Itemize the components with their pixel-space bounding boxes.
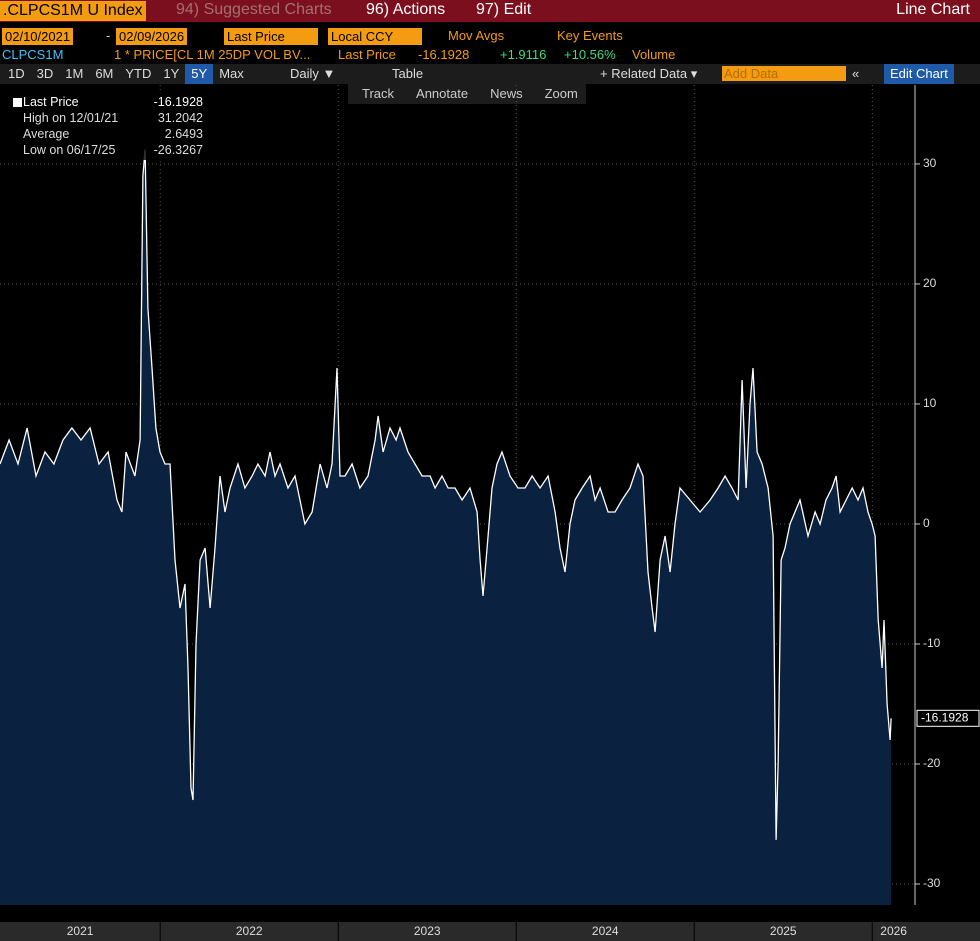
legend-stat-label: Low on 06/17/25 bbox=[23, 143, 116, 157]
tool-button[interactable]: Zoom bbox=[544, 86, 578, 101]
security-name: CLPCS1M bbox=[2, 47, 64, 62]
line bbox=[0, 149, 892, 840]
tool-button[interactable]: Track bbox=[362, 86, 395, 101]
x-tick-label: 2024 bbox=[592, 924, 619, 938]
y-tick-label: -30 bbox=[923, 876, 941, 890]
frequency[interactable]: Daily ▼ bbox=[290, 66, 336, 81]
legend: Last Price -16.1928 High on 12/01/21 31.2… bbox=[5, 92, 207, 160]
period-button[interactable]: 1D bbox=[8, 66, 25, 81]
x-tick-label: 2022 bbox=[236, 924, 263, 938]
legend-series: Last Price bbox=[23, 95, 79, 109]
security-field: Last Price bbox=[338, 47, 396, 62]
security-change: +1.9116 bbox=[500, 47, 547, 62]
y-tick-label: 30 bbox=[923, 156, 937, 170]
edit-menu[interactable]: 97) Edit bbox=[476, 1, 532, 18]
security-expression: 1 * PRICE[CL 1M 25DP VOL BV... bbox=[114, 47, 311, 62]
table-button[interactable]: Table bbox=[392, 66, 424, 81]
period-button[interactable]: 5Y bbox=[185, 64, 214, 84]
x-tick-label: 2021 bbox=[67, 924, 94, 938]
x-tick-label: 2023 bbox=[414, 924, 441, 938]
y-tick-label: 10 bbox=[923, 396, 937, 410]
edit-chart[interactable]: Edit Chart bbox=[884, 64, 954, 84]
y-tick-label: -20 bbox=[923, 756, 941, 770]
field-select[interactable]: Last Price bbox=[224, 28, 318, 45]
title-bar bbox=[0, 0, 980, 22]
y-tick-label: 0 bbox=[923, 516, 930, 530]
period-button[interactable]: 3D bbox=[36, 66, 54, 81]
security-last: -16.1928 bbox=[418, 47, 470, 62]
legend-last-value: -16.1928 bbox=[153, 95, 203, 109]
period-buttons: 1D 3D 1M 6M YTD 1Y 5Y Max bbox=[2, 64, 250, 84]
start-date[interactable]: 02/10/2021 bbox=[2, 28, 74, 45]
mov-avgs[interactable]: Mov Avgs bbox=[448, 28, 505, 43]
legend-stat-value: -26.3267 bbox=[153, 143, 203, 157]
end-date[interactable]: 02/09/2026 bbox=[116, 28, 188, 45]
last-value-tag bbox=[916, 709, 980, 727]
period-button[interactable]: 1M bbox=[65, 66, 84, 81]
suggested-charts[interactable]: 94) Suggested Charts bbox=[176, 1, 332, 18]
x-tick-label: 2026 bbox=[880, 924, 907, 938]
period-bar: 1D 3D 1M 6M YTD 1Y 5Y Max Daily ▼ Table + Relat… bbox=[0, 64, 980, 84]
actions-menu[interactable]: 96) Actions bbox=[366, 1, 446, 18]
chart-kind: Line Chart bbox=[896, 1, 970, 18]
key-events[interactable]: Key Events bbox=[557, 28, 623, 43]
legend-swatch bbox=[13, 98, 22, 107]
legend-stat-label: Average bbox=[23, 127, 70, 141]
chart: -30 -20 -10 0 10 20 30 2021 2022 2023 2024 2025 2026… bbox=[0, 85, 980, 941]
period-button[interactable]: Max bbox=[219, 66, 244, 81]
collapse[interactable]: « bbox=[852, 66, 860, 81]
y-tick-label: -10 bbox=[923, 636, 941, 650]
period-button[interactable]: YTD bbox=[125, 66, 152, 81]
ticker[interactable]: .CLPCS1M U Index bbox=[0, 1, 146, 21]
legend-stat-label: High on 12/01/21 bbox=[23, 111, 119, 125]
volume[interactable]: Volume bbox=[632, 47, 676, 62]
related-data[interactable]: + Related Data ▾ bbox=[600, 66, 698, 81]
add-data[interactable]: Add Data bbox=[722, 66, 846, 81]
y-tick-label: 20 bbox=[923, 276, 937, 290]
currency-select[interactable]: Local CCY bbox=[328, 28, 422, 45]
date-dash: - bbox=[106, 28, 111, 43]
tool-bar: Track Annotate News Zoom bbox=[348, 84, 586, 104]
x-axis-band bbox=[0, 922, 980, 941]
tool-button[interactable]: Annotate bbox=[416, 86, 469, 101]
legend-stat-value: 31.2042 bbox=[157, 111, 203, 125]
last-value-label: -16.1928 bbox=[921, 710, 969, 724]
period-button[interactable]: 6M bbox=[95, 66, 114, 81]
tool-button[interactable]: News bbox=[490, 86, 523, 101]
security-pct-change: +10.56% bbox=[564, 47, 616, 62]
x-tick-label: 2025 bbox=[770, 924, 797, 938]
period-button[interactable]: 1Y bbox=[163, 66, 180, 81]
area bbox=[0, 149, 892, 905]
legend-stat-value: 2.6493 bbox=[164, 127, 203, 141]
